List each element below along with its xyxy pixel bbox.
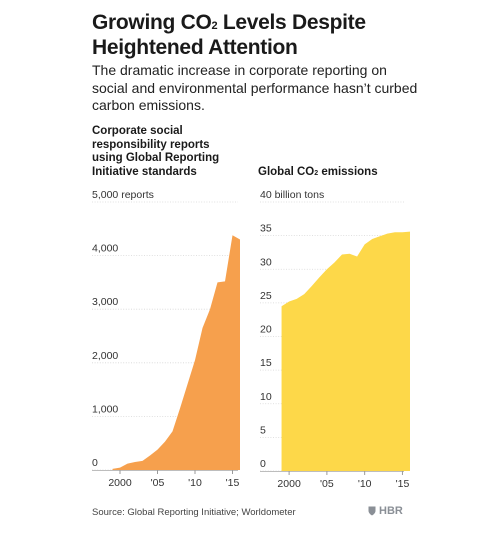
csr-x-tick-label: '15 bbox=[226, 477, 240, 489]
title-text-1: Growing CO bbox=[92, 11, 212, 34]
csr-y-axis-label: 5,000 reports bbox=[92, 189, 154, 201]
co2-x-tick-label: '05 bbox=[320, 478, 334, 490]
csr-y-tick-label: 2,000 bbox=[92, 350, 118, 362]
hbr-logo: HBR bbox=[368, 505, 403, 517]
co2-y-tick-label: 25 bbox=[260, 290, 272, 302]
co2-y-tick-label: 30 bbox=[260, 256, 272, 268]
co2-x-tick-label: '15 bbox=[396, 478, 410, 490]
co2-y-tick-label: 10 bbox=[260, 391, 272, 403]
csr-y-tick-label: 1,000 bbox=[92, 403, 118, 415]
co2-chart-title: Global CO2 emissions bbox=[258, 166, 418, 181]
co2-x-tick-label: 2000 bbox=[277, 478, 301, 490]
csr-area bbox=[112, 235, 240, 470]
co2-x-tick-label: '10 bbox=[358, 478, 372, 490]
co2-y-tick-label: 0 bbox=[260, 458, 266, 470]
title-text-2: Levels Despite Heightened Attention bbox=[92, 11, 366, 59]
csr-y-tick-label: 3,000 bbox=[92, 296, 118, 308]
source-note: Source: Global Reporting Initiative; Wor… bbox=[92, 507, 296, 518]
csr-y-tick-label: 4,000 bbox=[92, 243, 118, 255]
page-title: Growing CO2 Levels Despite Heightened At… bbox=[92, 12, 472, 59]
co2-title-subscript: 2 bbox=[314, 170, 319, 177]
co2-y-axis-label: 40 billion tons bbox=[260, 189, 324, 201]
co2-title-text-1: Global CO bbox=[258, 166, 315, 178]
co2-y-tick-label: 20 bbox=[260, 324, 272, 336]
co2-y-tick-label: 5 bbox=[260, 424, 266, 436]
co2-y-tick-label: 15 bbox=[260, 357, 272, 369]
csr-y-tick-label: 0 bbox=[92, 457, 98, 469]
co2-y-tick-label: 35 bbox=[260, 223, 272, 235]
csr-x-tick-label: 2000 bbox=[108, 477, 132, 489]
co2-area bbox=[281, 231, 410, 471]
csr-chart-title: Corporate social responsibility reports … bbox=[92, 125, 220, 178]
csr-x-tick-label: '05 bbox=[151, 477, 165, 489]
title-subscript: 2 bbox=[211, 20, 218, 32]
shield-icon bbox=[368, 506, 376, 516]
page-subtitle: The dramatic increase in corporate repor… bbox=[92, 62, 418, 113]
co2-title-text-2: emissions bbox=[318, 166, 378, 178]
brand-text: HBR bbox=[379, 505, 403, 517]
csr-x-tick-label: '10 bbox=[188, 477, 202, 489]
